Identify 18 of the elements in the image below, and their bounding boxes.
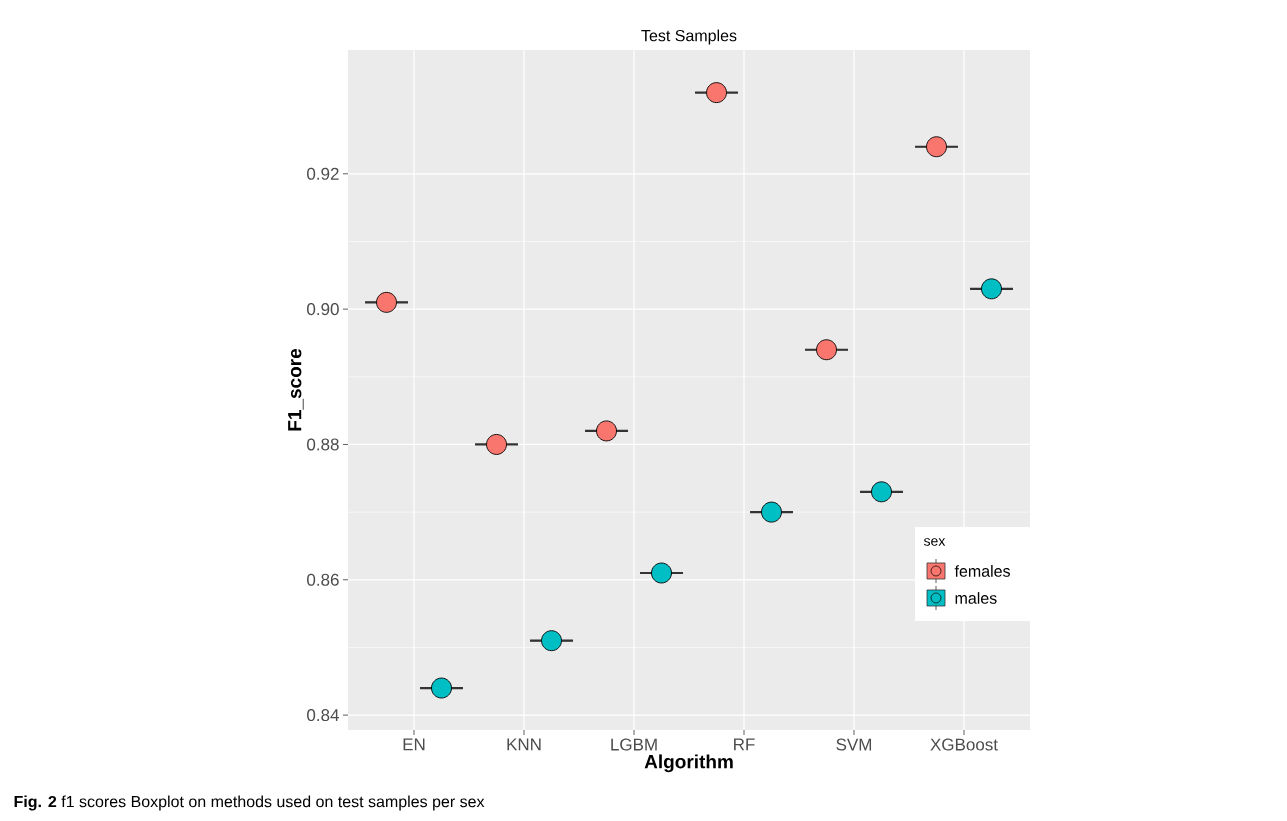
x-axis-title: Algorithm xyxy=(644,754,733,773)
y-tick-label: 0.90 xyxy=(307,303,339,316)
x-tick-label: XGBoost xyxy=(930,738,998,751)
x-tick-label: RF xyxy=(734,738,755,751)
x-tick-label: EN xyxy=(403,738,425,751)
legend-label: females xyxy=(954,565,1010,577)
text: Fig. 2 f1 scores Boxplot on methods used on test samples per sex xyxy=(14,795,485,811)
y-tick-label: 0.92 xyxy=(307,167,339,180)
y-tick-label: 0.86 xyxy=(307,573,339,586)
y-tick-label: 0.88 xyxy=(307,438,339,451)
y-axis-title: F1_score xyxy=(288,348,304,431)
legend-title: sex xyxy=(923,538,946,546)
legend-label: males xyxy=(955,592,997,604)
chart-title: Test Samples xyxy=(641,29,737,45)
x-tick-label: SVM xyxy=(836,738,872,751)
y-tick-label: 0.84 xyxy=(307,709,339,722)
x-tick-label: KNN xyxy=(507,738,541,751)
x-tick-label: LGBM xyxy=(611,738,657,751)
